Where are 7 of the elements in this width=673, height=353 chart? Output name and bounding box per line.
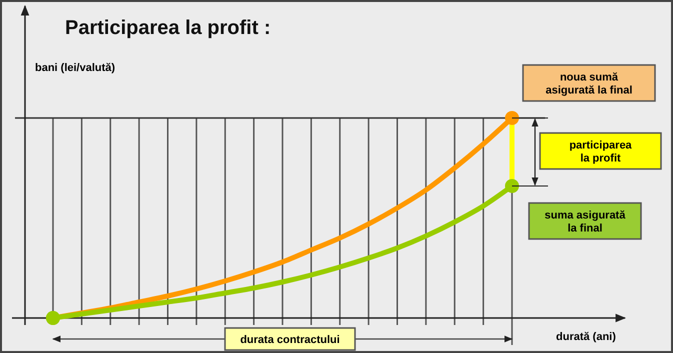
legend-box: noua sumă asigurată la final [522,64,656,102]
label-box: durata contractului [224,327,356,351]
chart-title: Participarea la profit : [65,17,271,39]
y-axis-title: bani (lei/valută) [35,62,116,74]
label-box: participarea la profit [539,132,662,170]
x-axis-title: durată (ani) [556,331,616,343]
legend-box: suma asigurată la final [528,202,642,240]
